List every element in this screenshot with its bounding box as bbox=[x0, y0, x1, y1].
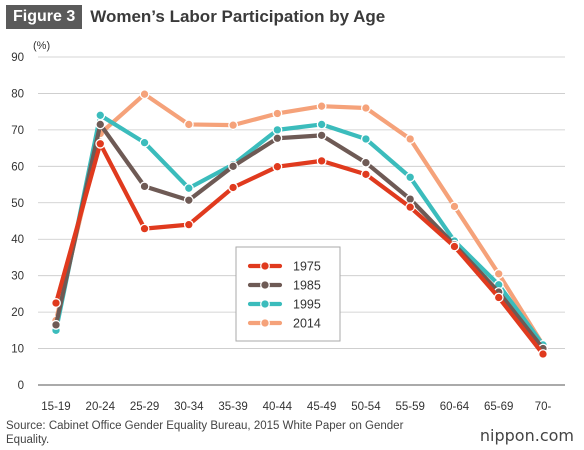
data-point bbox=[95, 110, 106, 121]
legend-label: 1975 bbox=[293, 260, 321, 274]
x-tick-label: 65-69 bbox=[484, 401, 513, 413]
y-tick-label: 60 bbox=[11, 161, 24, 173]
y-tick-label: 50 bbox=[11, 198, 24, 210]
y-tick-label: 0 bbox=[18, 380, 24, 392]
x-tick-label: 60-64 bbox=[440, 401, 470, 413]
data-point bbox=[139, 137, 150, 148]
x-tick-label: 30-34 bbox=[174, 401, 204, 413]
data-point bbox=[272, 161, 283, 172]
series-line-1975 bbox=[53, 141, 546, 357]
y-tick-label: 70 bbox=[11, 125, 24, 137]
series-line-2014 bbox=[53, 92, 546, 348]
data-point bbox=[95, 119, 106, 130]
y-unit-label: (%) bbox=[33, 40, 50, 52]
data-point bbox=[139, 89, 150, 100]
legend-swatch-marker bbox=[260, 318, 270, 328]
data-point bbox=[272, 108, 283, 119]
data-point bbox=[183, 183, 194, 194]
source-note: Source: Cabinet Office Gender Equality B… bbox=[6, 420, 404, 446]
data-point bbox=[538, 349, 548, 359]
data-point bbox=[51, 298, 61, 308]
legend-box bbox=[235, 246, 341, 342]
data-point bbox=[139, 181, 150, 192]
legend-label: 1985 bbox=[293, 279, 321, 293]
y-tick-label: 20 bbox=[11, 307, 24, 319]
legend-label: 2014 bbox=[293, 317, 321, 331]
x-tick-label: 15-19 bbox=[41, 401, 70, 413]
data-point bbox=[272, 124, 283, 135]
data-point bbox=[493, 292, 504, 303]
series-line-1995 bbox=[53, 113, 546, 348]
y-tick-label: 10 bbox=[11, 344, 24, 356]
data-point bbox=[316, 119, 327, 130]
data-point bbox=[51, 319, 61, 330]
data-point bbox=[360, 103, 371, 113]
data-point bbox=[360, 157, 371, 168]
chart-title: Women’s Labor Participation by Age bbox=[90, 7, 386, 26]
y-tick-label: 30 bbox=[11, 271, 24, 283]
x-tick-label: 40-44 bbox=[263, 401, 293, 413]
x-tick-label: 45-49 bbox=[307, 401, 336, 413]
data-point bbox=[360, 169, 371, 180]
line-chart: (%) 0 10 20 30 40 50 60 70 80 90 15-19 20-24 25-29 30-… bbox=[11, 40, 565, 413]
x-tick-label: 20-24 bbox=[86, 401, 116, 413]
legend-label: 1995 bbox=[293, 298, 321, 312]
data-point bbox=[228, 161, 239, 172]
data-point bbox=[449, 201, 460, 212]
figure-label: Figure 3 bbox=[6, 5, 83, 29]
x-tick-label: 35-39 bbox=[218, 401, 247, 413]
brand-logo: nippon.com bbox=[479, 426, 574, 445]
data-point bbox=[493, 268, 504, 279]
data-point bbox=[405, 172, 416, 183]
data-point bbox=[228, 120, 239, 131]
data-point bbox=[272, 133, 283, 144]
data-point bbox=[405, 194, 416, 205]
y-tick-label: 40 bbox=[11, 234, 24, 246]
data-point bbox=[360, 134, 371, 144]
data-point bbox=[139, 223, 150, 234]
data-point bbox=[95, 138, 106, 149]
x-tick-label: 25-29 bbox=[130, 401, 159, 413]
data-point bbox=[405, 134, 416, 144]
data-point bbox=[316, 130, 327, 141]
legend-swatch-marker bbox=[260, 280, 270, 290]
x-tick-label: 70- bbox=[535, 401, 552, 413]
x-tick-label: 55-59 bbox=[395, 401, 424, 413]
data-point bbox=[183, 219, 194, 230]
data-point bbox=[405, 202, 416, 213]
data-point bbox=[449, 241, 460, 252]
y-tick-label: 80 bbox=[11, 88, 24, 100]
x-tick-label: 50-54 bbox=[351, 401, 381, 413]
data-point bbox=[183, 195, 194, 206]
legend-swatch-marker bbox=[260, 261, 270, 271]
data-point bbox=[316, 155, 327, 166]
title-bar: Figure 3 Women’s Labor Participation by … bbox=[6, 5, 385, 29]
data-point bbox=[228, 182, 239, 193]
data-point bbox=[316, 101, 327, 112]
legend-swatch-marker bbox=[260, 299, 270, 309]
data-point bbox=[183, 119, 194, 130]
y-tick-label: 90 bbox=[11, 52, 24, 64]
